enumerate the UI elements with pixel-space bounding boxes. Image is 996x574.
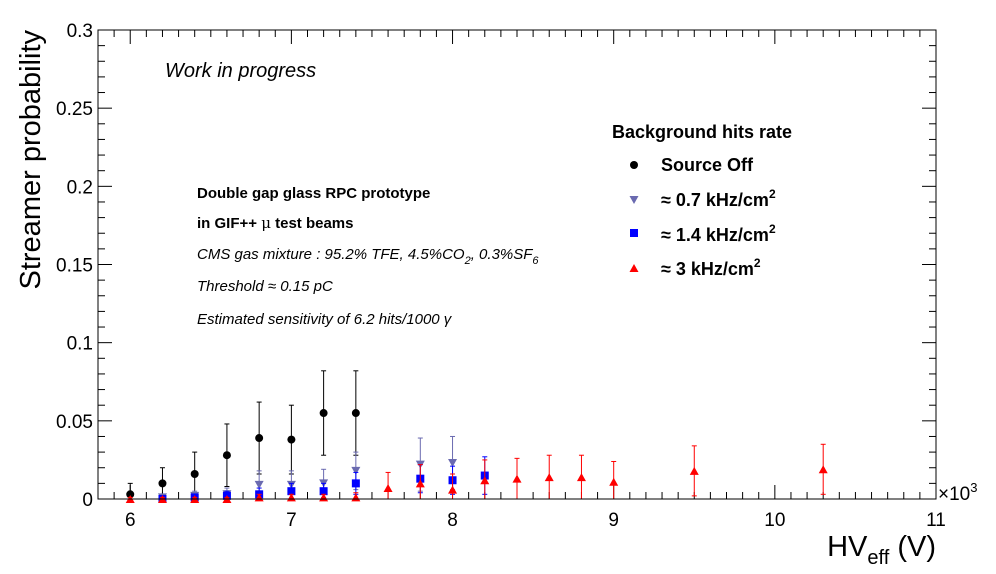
x-tick-label: 9	[608, 510, 619, 531]
annotation-gas-mixture: CMS gas mixture : 95.2% TFE, 4.5%CO2, 0.…	[197, 246, 539, 267]
data-point	[351, 409, 360, 418]
annotation-beams: in GIF++ μ test beams	[197, 214, 353, 232]
legend-label-1-4-khz: ≈ 1.4 kHz/cm2	[661, 222, 776, 245]
annotation-prototype: Double gap glass RPC prototype	[197, 185, 430, 202]
data-point	[190, 469, 199, 478]
y-tick-label: 0	[82, 490, 93, 511]
data-point	[287, 435, 296, 444]
data-point	[319, 487, 328, 496]
legend-marker-3-khz	[629, 264, 639, 272]
data-point	[512, 474, 522, 483]
data-point	[383, 484, 393, 493]
legend-marker-1-4-khz	[630, 229, 638, 237]
data-point	[287, 487, 296, 496]
data-point	[576, 473, 586, 482]
legend: Background hits rate Source Off ≈ 0.7 kH…	[612, 122, 792, 279]
data-point	[544, 473, 554, 482]
x-tick-label: 7	[286, 510, 297, 531]
legend-marker-0-7-khz	[629, 196, 639, 204]
x-tick-label: 11	[926, 510, 946, 531]
series-0	[126, 370, 360, 500]
x-axis-multiplier: ×103	[938, 480, 977, 505]
annotation-threshold: Threshold ≈ 0.15 pC	[197, 278, 333, 295]
x-tick-label: 10	[764, 510, 785, 531]
data-point	[222, 451, 231, 460]
data-point	[319, 409, 328, 418]
legend-marker-source-off	[630, 161, 638, 169]
y-tick-label: 0.1	[67, 334, 93, 355]
x-tick-label: 8	[447, 510, 458, 531]
y-tick-label: 0.15	[56, 256, 93, 277]
plot-frame	[97, 29, 937, 500]
data-point	[480, 476, 490, 485]
y-tick-label: 0.25	[56, 99, 93, 120]
data-point	[254, 480, 264, 489]
data-point	[351, 466, 361, 475]
data-point	[448, 485, 458, 494]
data-point	[351, 479, 360, 488]
y-tick-label: 0.05	[56, 412, 93, 433]
annotation-sensitivity: Estimated sensitivity of 6.2 hits/1000 γ	[197, 311, 453, 328]
y-tick-label: 0.2	[67, 177, 93, 198]
y-axis-title: Streamer probability	[15, 30, 47, 290]
legend-label-source-off: Source Off	[661, 155, 754, 175]
ticks-layer: 6 7 8 9 10 11 0 0.05 0.1 0.15 0.2 0.25 0.3	[56, 21, 946, 531]
data-point	[158, 479, 167, 488]
y-tick-label: 0.3	[67, 21, 93, 42]
data-point	[126, 490, 135, 499]
legend-label-0-7-khz: ≈ 0.7 kHz/cm2	[661, 187, 776, 210]
data-point	[689, 466, 699, 475]
legend-label-3-khz: ≈ 3 kHz/cm2	[661, 256, 761, 279]
data-point	[415, 479, 425, 488]
data-point	[818, 465, 828, 474]
data-point	[255, 434, 264, 443]
data-point	[609, 477, 619, 486]
work-in-progress-label: Work in progress	[165, 60, 316, 82]
x-tick-label: 6	[125, 510, 136, 531]
data-point	[448, 459, 458, 468]
legend-title: Background hits rate	[612, 122, 792, 142]
x-axis-title: HVeff (V)	[827, 531, 936, 569]
